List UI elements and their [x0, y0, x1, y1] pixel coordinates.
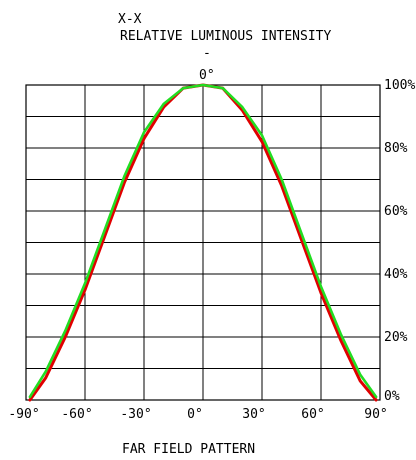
x-tick-label: -90° — [8, 407, 39, 422]
y-tick-label: 20% — [384, 330, 408, 345]
y-tick-label: 60% — [384, 204, 408, 219]
x-tick-label: 30° — [242, 407, 265, 422]
series-line-2 — [28, 83, 378, 399]
y-tick-label: 40% — [384, 267, 408, 282]
x-tick-label: -60° — [61, 407, 92, 422]
chart-subtitle: FAR FIELD PATTERN — [122, 442, 255, 457]
x-tick-label: 0° — [187, 407, 203, 422]
dash-mark: - — [203, 46, 211, 61]
x-tick-label: 60° — [301, 407, 324, 422]
y-tick-label: 0% — [384, 389, 400, 404]
y-tick-label: 100% — [384, 78, 415, 93]
tick-labels: -90° -60° -30° 0° 30° 60° 90° 0% 20% 40% 60% 80% 100… — [8, 78, 415, 422]
section-label: X-X — [118, 12, 142, 27]
chart-title: RELATIVE LUMINOUS INTENSITY — [120, 29, 331, 44]
grid — [26, 85, 380, 400]
top-angle-label: 0° — [199, 68, 215, 83]
x-tick-label: 90° — [364, 407, 387, 422]
series-layer — [28, 83, 378, 402]
x-tick-label: -30° — [120, 407, 151, 422]
y-tick-label: 80% — [384, 141, 408, 156]
